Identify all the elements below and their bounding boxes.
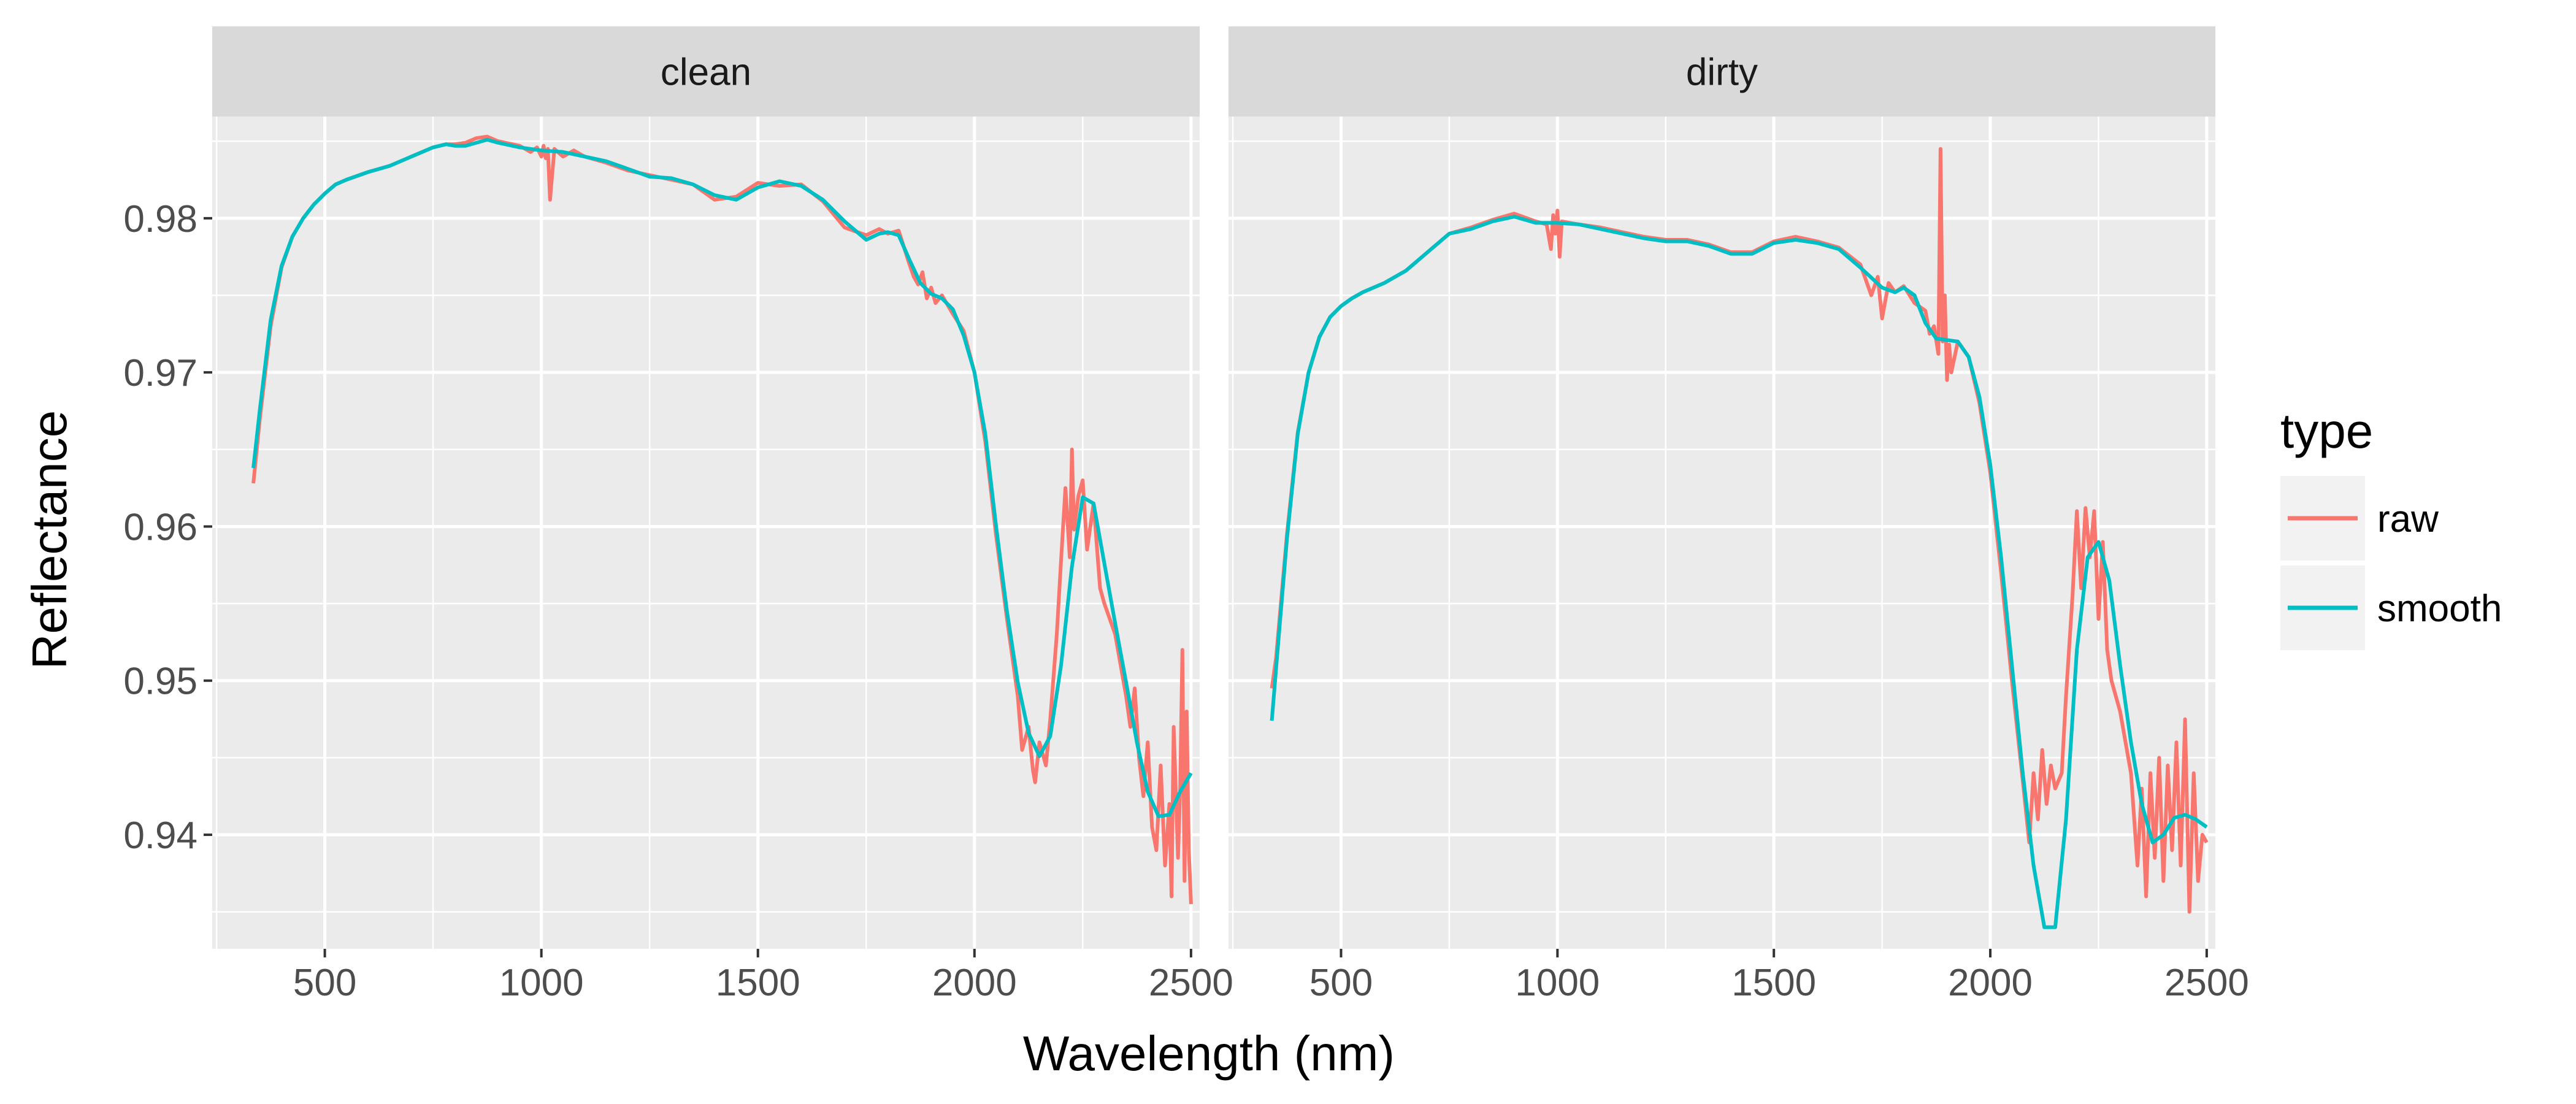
- y-tick-label: 0.97: [123, 352, 197, 394]
- series-line-smooth: [251, 137, 1193, 818]
- legend-label-smooth: smooth: [2377, 588, 2502, 630]
- x-tick-label: 1000: [1515, 962, 1600, 1004]
- facet-panels: clean 500 1000 1500 2000 2500 dirty 500 1000 1500…: [123, 26, 2249, 1004]
- y-axis: 0.94 0.95 0.96 0.97 0.98: [123, 198, 212, 857]
- y-axis-title: Reflectance: [22, 410, 77, 669]
- x-tick-label: 500: [1309, 962, 1373, 1004]
- y-tick-label: 0.94: [123, 815, 197, 857]
- legend: type raw smooth: [2280, 404, 2502, 650]
- y-tick-label: 0.98: [123, 198, 197, 240]
- facet-strip-label: dirty: [1686, 52, 1758, 94]
- series-line-raw: [1270, 147, 2209, 914]
- panel-background: [212, 117, 1200, 949]
- x-tick-label: 500: [293, 962, 356, 1004]
- legend-label-raw: raw: [2377, 498, 2439, 540]
- x-tick-label: 1000: [499, 962, 584, 1004]
- y-tick-label: 0.96: [123, 506, 197, 548]
- legend-title: type: [2280, 404, 2373, 458]
- x-tick-label: 1500: [1731, 962, 1816, 1004]
- facet-strip-label: clean: [661, 52, 751, 94]
- facet-strip: [1229, 26, 2215, 117]
- facet-panel-dirty: dirty 500 1000 1500 2000 2500: [1229, 26, 2249, 1004]
- x-tick-label: 2000: [1948, 962, 2033, 1004]
- panel-background: [1229, 117, 2215, 949]
- series-line-smooth: [1270, 215, 2208, 929]
- x-axis-title: Wavelength (nm): [1023, 1026, 1395, 1081]
- x-tick-label: 2500: [2164, 962, 2249, 1004]
- x-tick-label: 2000: [932, 962, 1017, 1004]
- x-tick-label: 1500: [716, 962, 800, 1004]
- facet-strip: [212, 26, 1200, 117]
- y-tick-label: 0.95: [123, 661, 197, 703]
- facet-panel-clean: clean 500 1000 1500 2000 2500: [212, 26, 1233, 1004]
- x-tick-label: 2500: [1149, 962, 1233, 1004]
